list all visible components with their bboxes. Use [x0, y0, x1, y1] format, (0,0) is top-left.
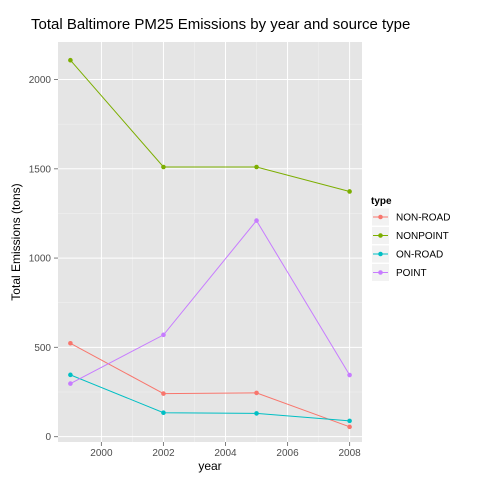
- legend-label-nonpoint: NONPOINT: [396, 231, 449, 242]
- y-axis-ticks: 0 500 1000 1500 2000: [29, 75, 58, 443]
- legend-key-point: [378, 270, 383, 275]
- y-tick-label: 1000: [29, 254, 52, 265]
- x-tick-label: 2006: [276, 448, 299, 459]
- x-tick-label: 2004: [214, 448, 237, 459]
- legend-key-point: [378, 214, 383, 220]
- data-point-point: [347, 372, 352, 378]
- legend-title: type: [371, 196, 392, 207]
- series-line-non-road: [70, 342, 350, 428]
- legend-label-non-road: NON-ROAD: [396, 213, 450, 224]
- series-line-on-road: [70, 374, 350, 422]
- y-tick-label: 1500: [29, 164, 52, 175]
- series-lines: [70, 59, 351, 428]
- minor-gridlines: [58, 42, 362, 442]
- legend-label-on-road: ON-ROAD: [396, 250, 443, 261]
- legend-key-point: [378, 233, 383, 238]
- plot-panel: [58, 42, 362, 442]
- x-axis-title: year: [198, 459, 221, 473]
- data-point-nonpoint: [68, 57, 73, 63]
- series-line-point: [70, 219, 351, 385]
- x-tick-label: 2002: [152, 448, 175, 459]
- data-point-non-road: [161, 391, 166, 396]
- data-point-point: [68, 381, 73, 386]
- data-point-non-road: [347, 424, 352, 430]
- legend-key-point: [378, 251, 383, 257]
- major-gridlines: [58, 42, 362, 442]
- data-point-on-road: [347, 418, 352, 424]
- x-axis-ticks: 2000 2002 2004 2006 2008: [90, 442, 361, 459]
- data-point-on-road: [254, 411, 259, 416]
- y-tick-label: 2000: [29, 75, 52, 86]
- data-point-point: [161, 332, 166, 338]
- data-point-point: [254, 218, 259, 223]
- x-tick-label: 2000: [90, 448, 113, 459]
- legend: type NON-ROAD NONPOINT ON-ROAD POINT: [371, 196, 450, 281]
- y-axis-title: Total Emissions (tons): [9, 183, 23, 300]
- data-point-nonpoint: [161, 164, 166, 170]
- data-point-non-road: [68, 340, 73, 346]
- chart-title: Total Baltimore PM25 Emissions by year a…: [31, 16, 410, 33]
- legend-label-point: POINT: [396, 268, 427, 279]
- data-point-non-road: [254, 390, 259, 396]
- data-point-on-road: [161, 410, 166, 416]
- data-point-on-road: [68, 372, 73, 378]
- y-tick-label: 500: [34, 343, 51, 354]
- data-point-nonpoint: [254, 164, 259, 170]
- data-point-nonpoint: [347, 189, 352, 194]
- series-points: [68, 57, 352, 430]
- x-tick-label: 2008: [338, 448, 361, 459]
- y-tick-label: 0: [45, 432, 51, 443]
- series-line-nonpoint: [70, 59, 350, 192]
